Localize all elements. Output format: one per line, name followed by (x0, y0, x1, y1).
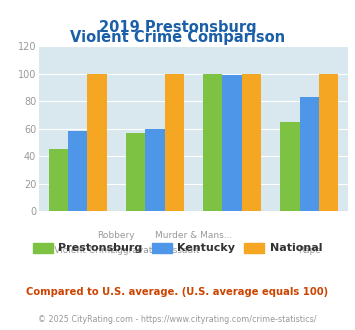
Text: Rape: Rape (298, 246, 321, 255)
Text: Compared to U.S. average. (U.S. average equals 100): Compared to U.S. average. (U.S. average … (26, 287, 329, 297)
Text: © 2025 CityRating.com - https://www.cityrating.com/crime-statistics/: © 2025 CityRating.com - https://www.city… (38, 315, 317, 324)
Bar (300, 97, 319, 211)
Text: All Violent Crime: All Violent Crime (40, 246, 115, 255)
Bar (203, 74, 223, 211)
Text: Robbery: Robbery (98, 231, 135, 240)
Bar (223, 75, 242, 211)
Text: Aggravated Assault: Aggravated Assault (111, 246, 199, 255)
Bar (145, 129, 164, 211)
Bar (68, 131, 87, 211)
Bar (87, 74, 106, 211)
Text: Violent Crime Comparison: Violent Crime Comparison (70, 30, 285, 45)
Text: 2019 Prestonsburg: 2019 Prestonsburg (99, 20, 256, 35)
Bar (126, 133, 145, 211)
Text: Murder & Mans...: Murder & Mans... (155, 231, 232, 240)
Bar (164, 74, 184, 211)
Bar (280, 122, 300, 211)
Bar (319, 74, 338, 211)
Bar (49, 149, 68, 211)
Legend: Prestonsburg, Kentucky, National: Prestonsburg, Kentucky, National (28, 238, 327, 258)
Bar (242, 74, 261, 211)
